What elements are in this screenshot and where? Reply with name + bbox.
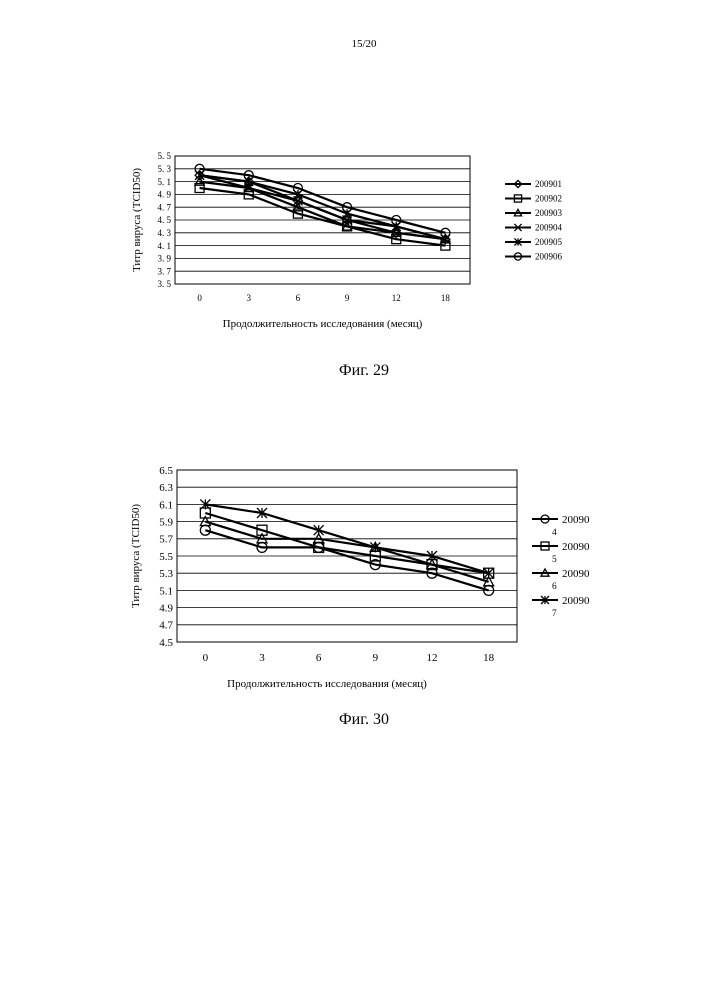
x-tick-label: 18 [483,652,495,664]
y-tick-label: 5.5 [159,551,173,563]
y-tick-label: 4. 1 [158,241,172,251]
y-tick-label: 5. 3 [158,164,172,174]
y-tick-label: 3. 7 [158,266,172,276]
legend-label: 200904 [535,223,563,233]
legend-item: 200905 [505,237,563,247]
y-tick-label: 5. 5 [158,151,172,161]
y-tick-label: 4.5 [159,637,173,649]
legend-item: 200902 [505,194,562,204]
legend-label-wrap: 4 [552,528,557,538]
legend-label: 200906 [535,252,563,262]
y-tick-label: 4. 3 [158,228,172,238]
series-line [200,169,446,233]
x-tick-label: 18 [441,293,451,303]
y-tick-label: 4.7 [159,620,173,632]
legend-item: 200904 [505,223,563,233]
x-tick-label: 6 [316,652,322,664]
legend-label: 200903 [535,208,563,218]
legend-label-wrap: 6 [552,582,557,592]
legend-label: 20090 [562,514,590,526]
y-tick-label: 5.7 [159,534,173,546]
y-tick-label: 6.5 [159,465,173,477]
x-tick-label: 0 [203,652,209,664]
y-tick-label: 4. 9 [158,190,172,200]
legend-item: 20090 6 [532,568,590,592]
legend-label: 200905 [535,237,563,247]
y-axis-label: Титр вируса (TCID50) [131,168,143,272]
legend-item: 20090 5 [532,541,590,565]
x-tick-label: 6 [296,293,301,303]
chart-fig-29: 5. 5 5. 3 5. 1 4. 9 4. 7 4. 5 4. 3 4. 1 3. 9 3. 7… [0,140,728,340]
legend-label: 20090 [562,568,590,580]
x-tick-label: 9 [345,293,350,303]
x-tick-label: 3 [247,293,252,303]
y-tick-label: 6.3 [159,482,173,494]
x-tick-label: 0 [197,293,202,303]
series-200906 [195,164,450,237]
y-tick-label: 5.3 [159,568,173,580]
legend-label: 200902 [535,194,562,204]
x-tick-label: 3 [259,652,265,664]
x-tick-label: 9 [373,652,379,664]
y-tick-label: 4.9 [159,602,173,614]
y-axis-label: Титр вируса (TCID50) [130,504,142,608]
legend-item: 20090 4 [532,514,590,538]
x-axis-label: Продолжительность исследования (месяц) [223,318,423,330]
y-tick-label: 4. 7 [158,202,172,212]
y-tick-label: 4. 5 [158,215,172,225]
legend-label: 20090 [562,541,590,553]
legend-label: 20090 [562,595,590,607]
page-number: 15/20 [0,38,728,50]
figure-caption-29: Фиг. 29 [0,362,728,380]
legend-item: 200906 [505,252,563,262]
y-tick-label: 5.1 [159,585,173,597]
legend-item: 200903 [505,208,563,218]
x-tick-label: 12 [427,652,438,664]
y-tick-label: 5.9 [159,516,173,528]
legend-label-wrap: 7 [552,609,557,619]
y-tick-label: 6.1 [159,499,173,511]
x-axis-label: Продолжительность исследования (месяц) [227,678,427,690]
y-tick-label: 5. 1 [158,177,172,187]
legend-label: 200901 [535,179,562,189]
x-tick-label: 12 [392,293,401,303]
chart-fig-30: 6.5 6.3 6.1 5.9 5.7 5.5 5.3 5.1 4.9 4.7 4.5 0 3 6 9 12 1… [0,455,728,685]
figure-caption-30: Фиг. 30 [0,711,728,729]
y-tick-label: 3. 5 [158,279,172,289]
legend-item: 20090 7 [532,595,590,619]
legend-label-wrap: 5 [552,555,557,565]
y-tick-label: 3. 9 [158,254,172,264]
legend-item: 200901 [505,179,562,189]
